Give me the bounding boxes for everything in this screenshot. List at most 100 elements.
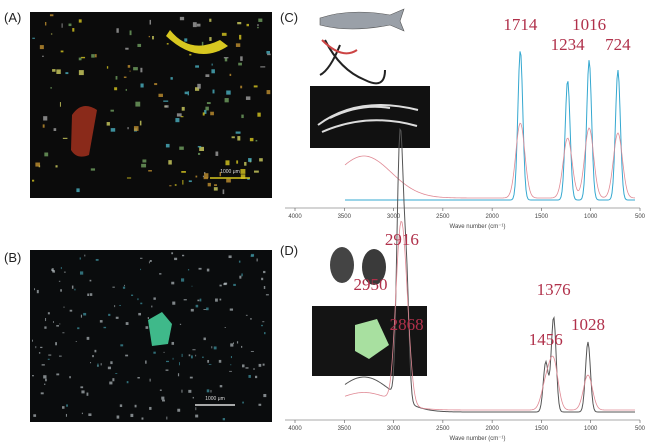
- speck: [115, 316, 119, 319]
- speck: [141, 163, 147, 168]
- speck: [94, 349, 97, 353]
- speck: [112, 286, 115, 288]
- speck: [152, 35, 154, 40]
- speck: [154, 83, 158, 86]
- speck: [192, 22, 197, 28]
- x-tick-label: 1500: [535, 426, 549, 432]
- speck: [175, 118, 180, 123]
- speck: [63, 306, 65, 308]
- speck: [151, 305, 153, 308]
- speck: [170, 77, 173, 80]
- speck: [110, 361, 113, 365]
- speck: [202, 112, 205, 116]
- speck: [51, 268, 54, 272]
- speck: [264, 332, 266, 335]
- speck: [55, 165, 58, 168]
- speck: [211, 346, 213, 349]
- speck: [109, 381, 113, 385]
- speck: [103, 326, 107, 329]
- scale-bar-label: 1000 μm: [220, 169, 240, 175]
- speck: [48, 354, 52, 356]
- speck: [235, 131, 241, 134]
- speck: [248, 374, 251, 378]
- speck: [62, 137, 68, 139]
- speck: [42, 124, 45, 128]
- speck: [140, 67, 143, 73]
- speck: [250, 350, 254, 352]
- speck: [241, 345, 243, 348]
- speck: [248, 158, 252, 162]
- speck: [55, 342, 57, 346]
- speck: [116, 28, 119, 33]
- speck: [59, 355, 62, 357]
- x-tick-label: 3500: [338, 214, 352, 220]
- speck: [115, 373, 118, 374]
- speck: [213, 346, 217, 350]
- x-tick-label: 1500: [535, 214, 549, 220]
- fish-illustration: [319, 8, 405, 32]
- speck: [222, 418, 226, 421]
- speck: [211, 69, 215, 74]
- speck: [127, 65, 131, 68]
- speck: [166, 416, 168, 420]
- speck: [174, 184, 177, 186]
- speck: [79, 271, 84, 275]
- speck: [240, 169, 246, 174]
- speck: [97, 363, 99, 367]
- speck: [181, 106, 185, 111]
- speck: [163, 100, 169, 102]
- speck: [119, 404, 123, 407]
- speck: [190, 355, 193, 359]
- speck: [147, 317, 149, 320]
- speck: [257, 27, 259, 29]
- speck: [159, 389, 162, 391]
- particle: [355, 319, 389, 359]
- speck: [171, 252, 174, 255]
- speck: [164, 105, 169, 108]
- speck: [255, 139, 258, 142]
- speck: [60, 289, 62, 292]
- x-axis-title: Wave number (cm⁻¹): [450, 436, 506, 442]
- speck: [43, 116, 48, 121]
- speck: [188, 354, 191, 357]
- speck: [263, 393, 267, 398]
- speck: [71, 285, 74, 289]
- speck: [238, 62, 242, 66]
- speck: [239, 275, 242, 279]
- speck: [125, 88, 127, 91]
- speck: [145, 360, 147, 364]
- speck: [78, 19, 82, 23]
- speck: [95, 258, 99, 261]
- speck: [177, 408, 181, 412]
- speck: [171, 281, 175, 285]
- speck: [226, 178, 231, 183]
- speck: [137, 43, 142, 47]
- speck: [158, 93, 163, 97]
- speck: [195, 354, 197, 357]
- speck: [210, 111, 214, 116]
- x-tick-label: 2000: [485, 426, 499, 432]
- speck: [81, 412, 83, 415]
- speck: [177, 373, 180, 377]
- speck: [208, 363, 212, 365]
- speck: [245, 367, 249, 369]
- speck: [148, 35, 150, 38]
- speck: [63, 271, 66, 273]
- speck: [116, 415, 120, 419]
- peak-label: 1714: [503, 15, 538, 34]
- speck: [62, 406, 65, 409]
- speck: [257, 112, 261, 117]
- speck: [99, 320, 103, 323]
- speck: [124, 284, 125, 287]
- speck: [201, 41, 204, 47]
- speck: [32, 375, 34, 377]
- speck: [87, 293, 90, 297]
- speck: [76, 188, 80, 193]
- speck: [137, 377, 140, 379]
- speck: [78, 70, 84, 76]
- speck: [65, 413, 67, 417]
- x-tick-label: 3500: [338, 426, 352, 432]
- speck: [142, 159, 147, 163]
- speck: [125, 47, 129, 50]
- speck: [49, 14, 54, 17]
